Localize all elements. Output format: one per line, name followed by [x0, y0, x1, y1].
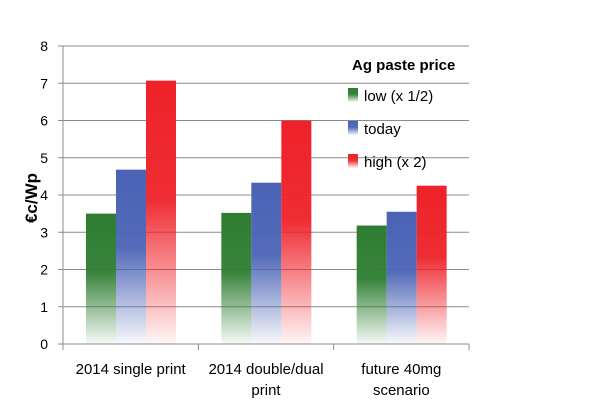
bar-low-x-1-2	[356, 225, 387, 344]
bar-low-x-1-2	[221, 212, 252, 344]
y-tick-label: 8	[40, 38, 48, 54]
legend-swatch	[348, 88, 358, 102]
bar-today	[386, 211, 417, 344]
y-tick-label: 3	[40, 224, 48, 240]
legend-swatch	[348, 121, 358, 135]
bar-today	[251, 182, 282, 344]
y-axis-title: €c/Wp	[22, 173, 41, 223]
y-tick-label: 5	[40, 150, 48, 166]
x-category-label: scenario	[373, 382, 430, 399]
y-tick-label: 1	[40, 299, 48, 315]
y-tick-label: 6	[40, 113, 48, 129]
y-tick-label: 7	[40, 75, 48, 91]
y-tick-label: 2	[40, 262, 48, 278]
y-tick-label: 4	[40, 187, 48, 203]
y-tick-label: 0	[40, 336, 48, 352]
legend-label: low (x 1/2)	[364, 88, 433, 105]
bar-high-x-2	[281, 120, 312, 344]
x-category-label: 2014 single print	[76, 361, 187, 378]
legend: Ag paste price low (x 1/2) today high (x 2…	[348, 57, 455, 171]
legend-label: today	[364, 121, 401, 138]
bar-high-x-2	[146, 80, 176, 344]
bars	[86, 80, 447, 344]
bar-today	[116, 169, 146, 344]
bar-low-x-1-2	[86, 213, 116, 344]
axes: 0 1 2 3 4 5 6 7 8 2014 single print 2014 double/du…	[40, 38, 470, 399]
x-category-label: future 40mg	[361, 361, 441, 378]
legend-title: Ag paste price	[352, 57, 455, 74]
x-category-label: print	[251, 382, 281, 399]
legend-label: high (x 2)	[364, 154, 427, 171]
bar-high-x-2	[416, 185, 447, 344]
legend-swatch	[348, 154, 358, 168]
x-category-label: 2014 double/dual	[208, 361, 323, 378]
